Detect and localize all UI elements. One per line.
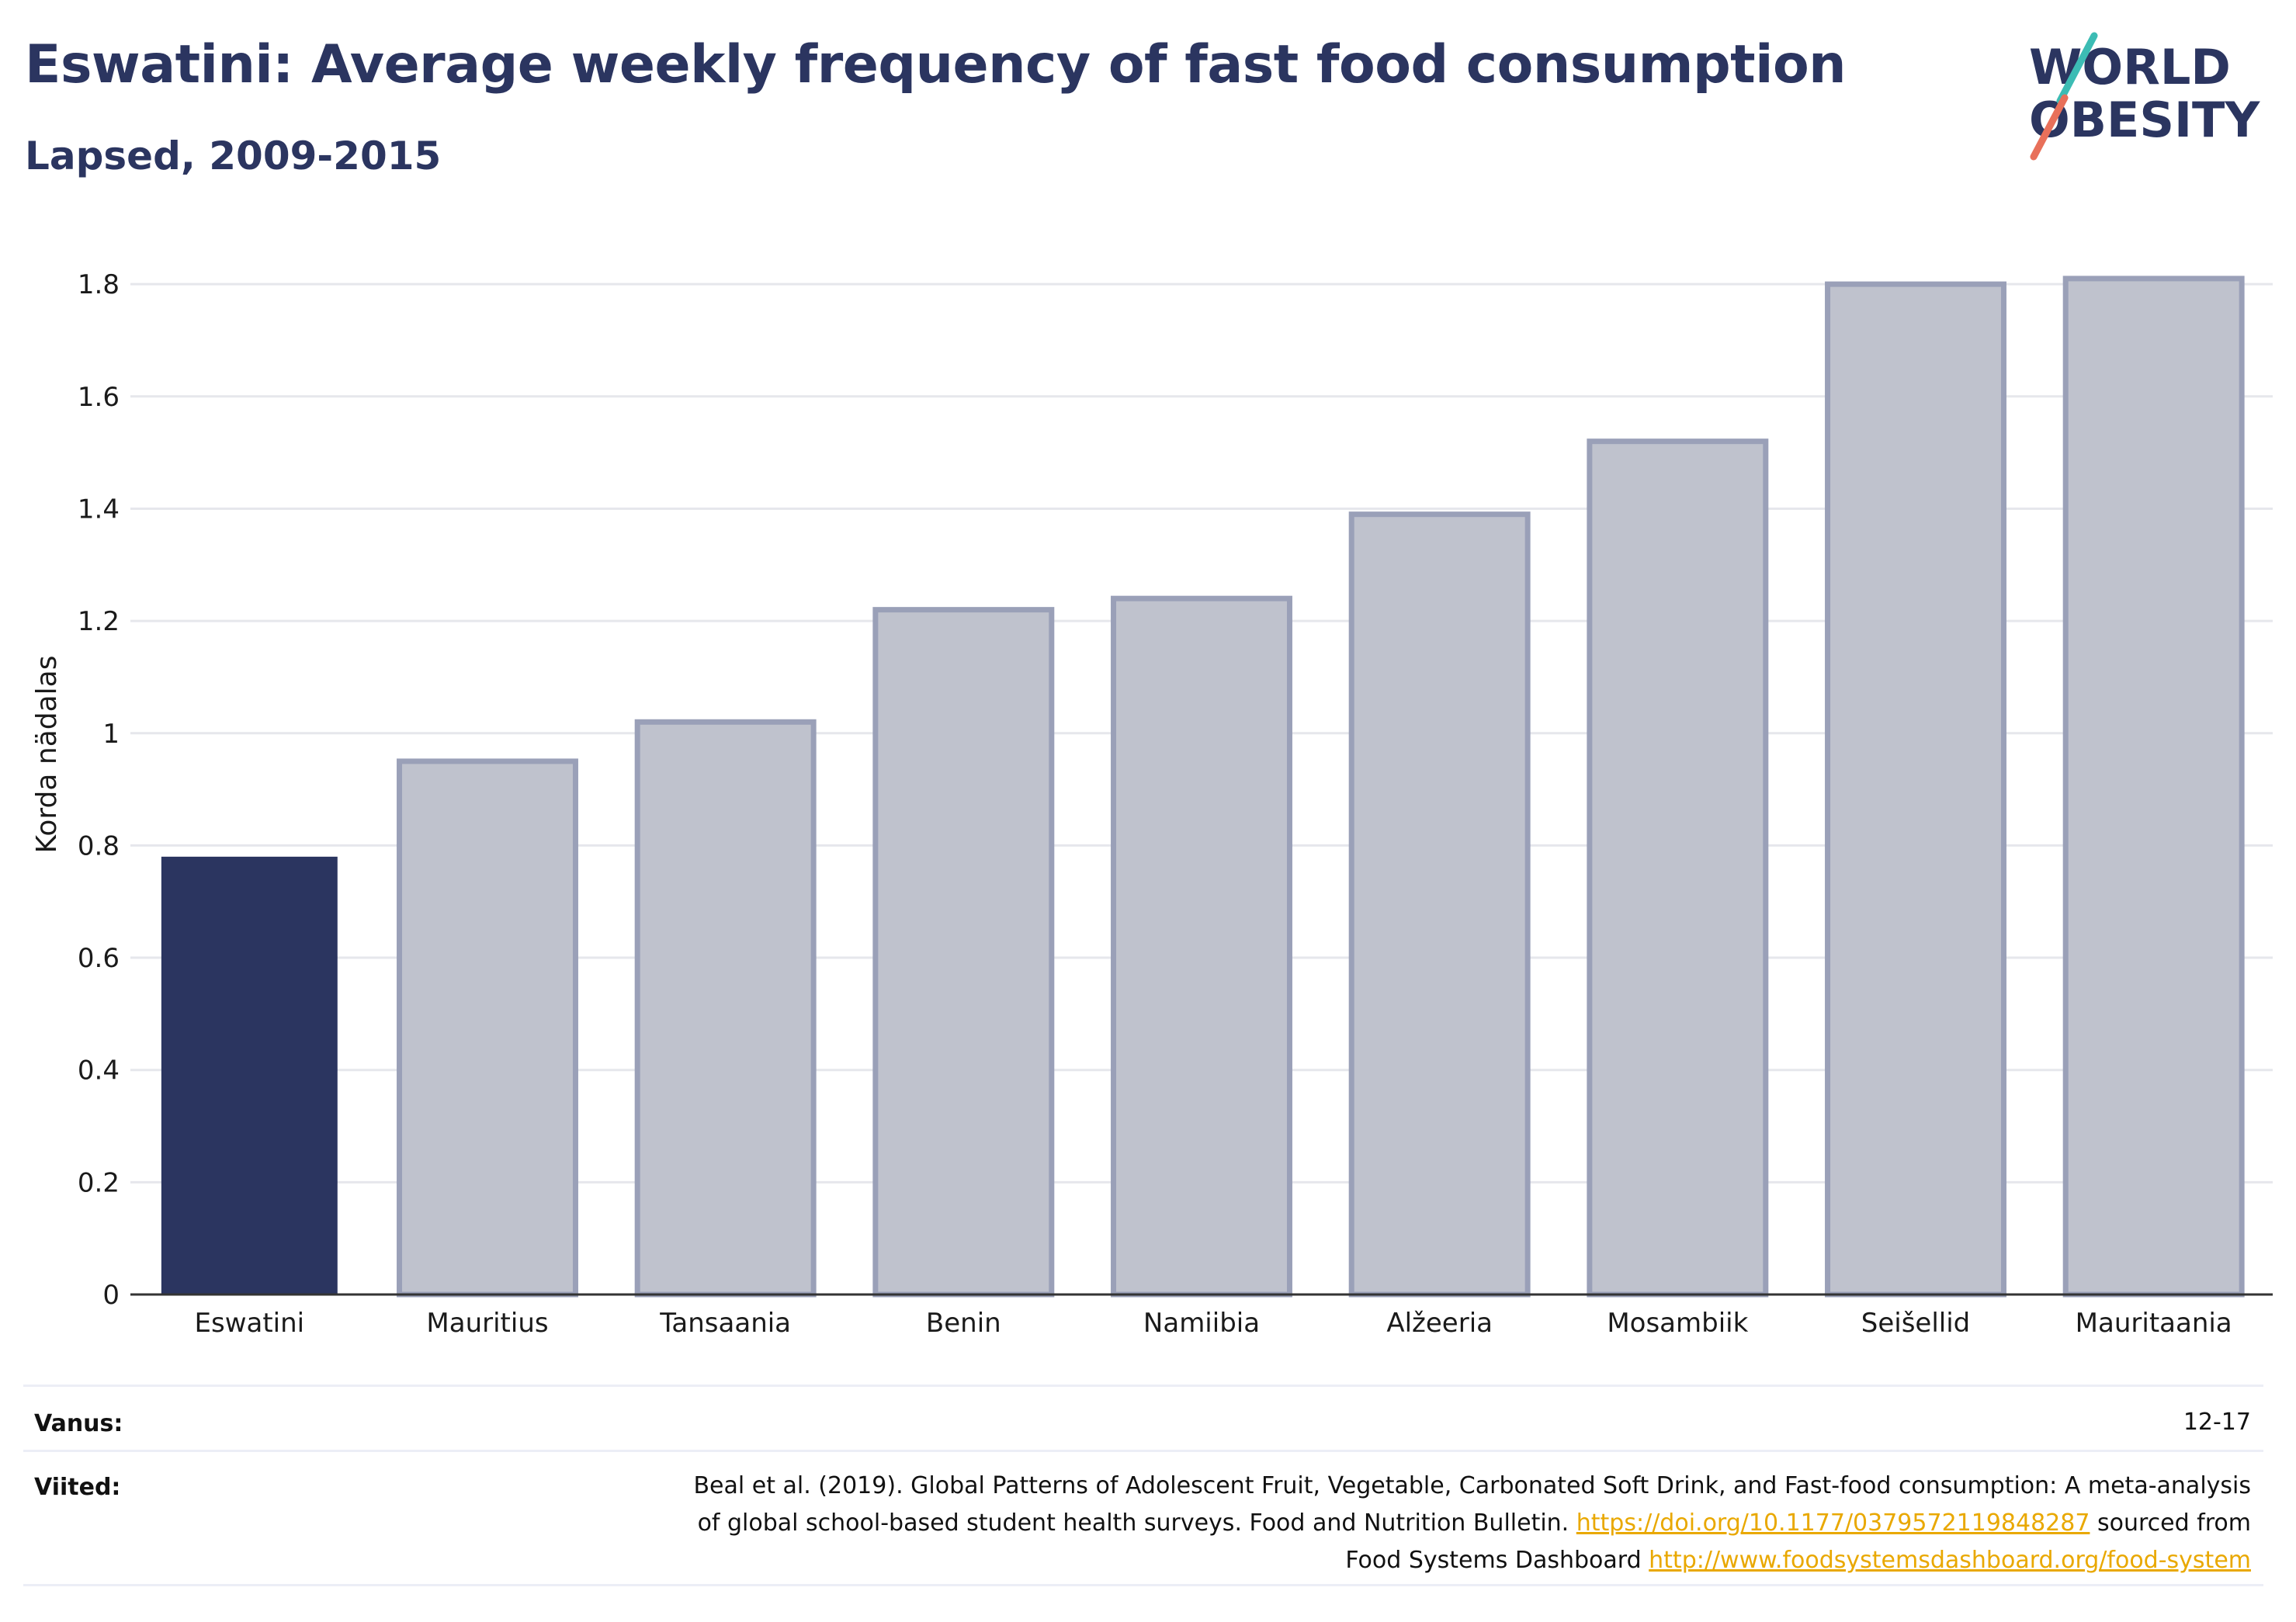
logo-slash-teal	[2056, 32, 2098, 105]
x-tick-label: Eswatini	[195, 1308, 305, 1339]
logo-text-world: WORLD	[2029, 39, 2231, 95]
y-tick-label: 1.2	[78, 606, 120, 637]
bar-chart: 0 0.2 0.4 0.6 0.8 1 1.2 1.4 1.6 1.8 Eswatini Maurit…	[31, 269, 2273, 1339]
bar-seišellid	[1825, 281, 2006, 1298]
y-tick-label: 1	[102, 719, 120, 750]
y-tick-label: 1.8	[78, 269, 120, 300]
refs-line-2-tail: sourced from	[2090, 1509, 2251, 1537]
doi-link[interactable]: https://doi.org/10.1177/0379572119848287	[1576, 1509, 2090, 1537]
y-tick-label: 0	[102, 1280, 120, 1311]
x-tick-label: Benin	[926, 1308, 1001, 1339]
bar-mosambiik	[1587, 438, 1769, 1298]
refs-text: Beal et al. (2019). Global Patterns of A…	[693, 1468, 2251, 1579]
chart-subtitle: Lapsed, 2009-2015	[25, 133, 442, 178]
bar-alžeeria	[1348, 511, 1531, 1298]
y-tick-label: 1.4	[78, 494, 120, 525]
x-tick-label: Mauritius	[426, 1308, 548, 1339]
age-value: 12-17	[2183, 1409, 2251, 1436]
footer-age-row: Vanus: 12-17	[23, 1385, 2263, 1452]
y-tick-label: 0.8	[78, 830, 120, 861]
bar-tansaania	[634, 719, 817, 1298]
refs-label: Viited:	[34, 1474, 121, 1501]
refs-line-1: Beal et al. (2019). Global Patterns of A…	[693, 1472, 2251, 1499]
bar-benin	[872, 607, 1055, 1298]
dashboard-link[interactable]: http://www.foodsystemsdashboard.org/food…	[1649, 1547, 2251, 1574]
refs-line-2-text: of global school-based student health su…	[697, 1509, 1576, 1537]
y-tick-label: 0.6	[78, 943, 120, 974]
x-tick-label: Tansaania	[659, 1308, 791, 1339]
bar-mauritius	[397, 758, 578, 1298]
chart-title: Eswatini: Average weekly frequency of fa…	[25, 34, 1847, 95]
x-tick-label: Alžeeria	[1386, 1308, 1493, 1339]
x-tick-label: Mosambiik	[1607, 1308, 1748, 1339]
y-tick-label: 0.4	[78, 1055, 120, 1087]
bar-mauritaania	[2062, 276, 2245, 1298]
world-obesity-logo: WORLD OBESITY	[2018, 32, 2282, 168]
footer-refs-row: Viited: Beal et al. (2019). Global Patte…	[23, 1450, 2263, 1586]
x-tick-label: Mauritaania	[2076, 1308, 2232, 1339]
refs-line-2: of global school-based student health su…	[693, 1505, 2251, 1542]
bar-eswatini	[161, 856, 338, 1294]
age-label: Vanus:	[34, 1410, 123, 1437]
refs-line-3-text: Food Systems Dashboard	[1345, 1547, 1649, 1574]
axes: 0 0.2 0.4 0.6 0.8 1 1.2 1.4 1.6 1.8 Eswatini Maurit…	[78, 269, 2273, 1339]
refs-line-3: Food Systems Dashboard http://www.foodsy…	[693, 1542, 2251, 1579]
logo-text-obesity: OBESITY	[2029, 92, 2260, 148]
bar-namiibia	[1111, 595, 1292, 1298]
y-tick-label: 0.2	[78, 1167, 120, 1198]
bars	[161, 276, 2245, 1298]
x-tick-label: Seišellid	[1861, 1308, 1971, 1339]
y-axis-label: Korda nädalas	[31, 656, 63, 854]
y-tick-label: 1.6	[78, 382, 120, 413]
x-tick-label: Namiibia	[1143, 1308, 1260, 1339]
logo-slash-coral	[2030, 94, 2069, 161]
